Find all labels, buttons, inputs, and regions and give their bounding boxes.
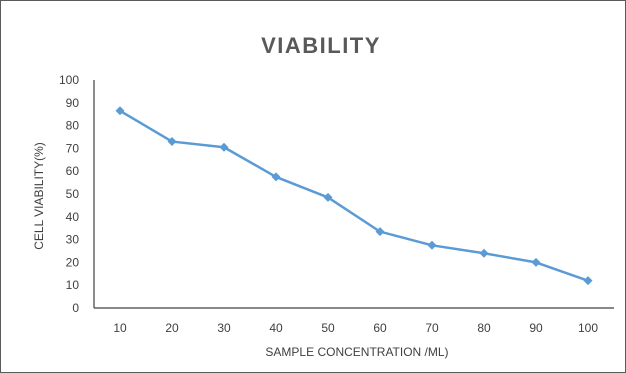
y-tick-label: 80 xyxy=(66,119,80,133)
x-tick-label: 90 xyxy=(529,321,543,335)
data-point xyxy=(115,106,125,116)
x-tick-label: 10 xyxy=(113,321,127,335)
y-tick-label: 70 xyxy=(66,141,80,155)
x-tick-label: 30 xyxy=(217,321,231,335)
data-point xyxy=(583,276,593,286)
x-tick-label: 100 xyxy=(578,321,598,335)
y-tick-label: 100 xyxy=(59,73,79,87)
x-tick-label: 60 xyxy=(373,321,387,335)
y-tick-label: 50 xyxy=(66,187,80,201)
x-tick-label: 80 xyxy=(477,321,491,335)
data-points xyxy=(115,106,593,286)
data-point xyxy=(323,192,333,202)
y-tick-label: 10 xyxy=(66,278,80,292)
y-tick-label: 0 xyxy=(72,301,79,315)
data-point xyxy=(271,172,281,182)
data-point xyxy=(219,142,229,152)
y-axis-label: CELL VIABILITY(%) xyxy=(32,142,46,250)
y-tick-label: 60 xyxy=(66,164,80,178)
y-tick-label: 20 xyxy=(66,255,80,269)
x-tick-label: 40 xyxy=(269,321,283,335)
y-tick-label: 40 xyxy=(66,210,80,224)
chart-title: VIABILITY xyxy=(261,33,381,58)
x-tick-label: 70 xyxy=(425,321,439,335)
x-axis-ticks: 10 20 30 40 50 60 70 80 90 100 xyxy=(113,321,598,335)
x-axis-label: SAMPLE CONCENTRATION /ML) xyxy=(265,345,448,359)
series-line xyxy=(119,109,589,282)
data-point xyxy=(531,257,541,267)
y-tick-label: 30 xyxy=(66,233,80,247)
data-point xyxy=(427,240,437,250)
data-point xyxy=(479,248,489,258)
y-tick-label: 90 xyxy=(66,96,80,110)
x-tick-label: 50 xyxy=(321,321,335,335)
data-point xyxy=(375,227,385,237)
data-point xyxy=(167,137,177,147)
y-axis-ticks: 0 10 20 30 40 50 60 70 80 90 100 xyxy=(59,73,79,315)
x-tick-label: 20 xyxy=(165,321,179,335)
